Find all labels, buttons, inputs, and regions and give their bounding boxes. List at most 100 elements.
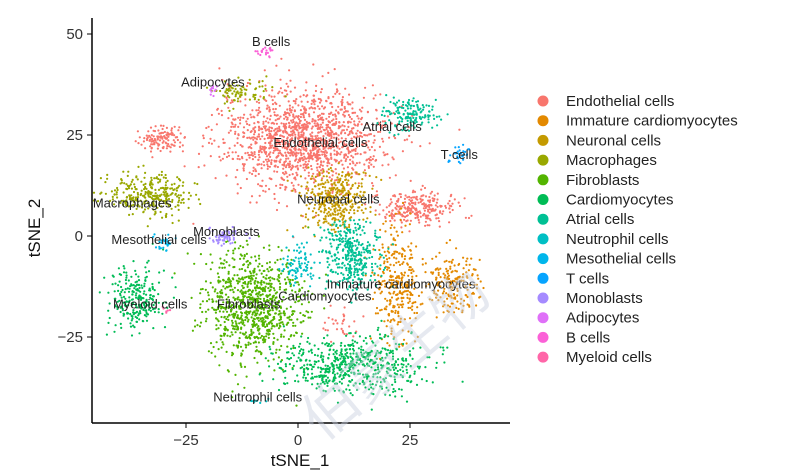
point	[129, 325, 133, 328]
point	[337, 173, 340, 176]
point	[267, 121, 270, 124]
point	[325, 220, 328, 223]
point	[411, 256, 414, 259]
point	[261, 80, 264, 83]
point	[389, 302, 392, 305]
point	[210, 142, 213, 145]
point	[294, 190, 297, 193]
point	[442, 305, 445, 308]
point	[443, 303, 446, 306]
point	[306, 373, 309, 376]
point	[219, 159, 222, 162]
point	[295, 151, 298, 154]
point	[182, 181, 185, 184]
point	[277, 327, 281, 330]
point	[330, 157, 333, 160]
point	[434, 268, 437, 271]
point	[124, 288, 127, 291]
point	[367, 157, 371, 160]
point	[447, 281, 450, 284]
point	[119, 201, 122, 204]
point	[334, 144, 337, 147]
point	[217, 279, 220, 282]
point	[207, 141, 211, 144]
point	[161, 141, 164, 144]
point	[385, 213, 388, 216]
point	[316, 158, 320, 161]
point	[251, 313, 254, 316]
point	[381, 137, 384, 140]
point	[308, 107, 311, 110]
point	[330, 137, 333, 140]
point	[217, 145, 220, 148]
point	[279, 87, 282, 90]
point	[283, 164, 286, 167]
point	[281, 135, 284, 138]
point	[126, 188, 129, 191]
point	[273, 197, 276, 200]
point	[428, 110, 431, 113]
point	[386, 268, 389, 271]
point	[394, 243, 397, 247]
point	[328, 192, 331, 195]
point	[142, 292, 145, 295]
point	[339, 224, 342, 227]
point	[258, 290, 261, 294]
point	[421, 302, 424, 305]
point	[324, 143, 328, 146]
point	[239, 244, 242, 248]
point	[311, 118, 314, 121]
point	[345, 192, 349, 195]
point	[131, 213, 134, 216]
point	[134, 269, 137, 272]
point	[289, 138, 292, 141]
point	[164, 181, 168, 184]
point	[321, 126, 324, 129]
point	[289, 133, 292, 136]
point	[252, 341, 255, 344]
point	[250, 116, 253, 119]
point	[331, 212, 334, 215]
point	[266, 160, 269, 163]
point	[299, 141, 302, 144]
point	[114, 324, 117, 327]
point	[294, 165, 297, 168]
point	[113, 290, 116, 293]
point	[290, 181, 293, 184]
point	[254, 259, 258, 262]
point	[374, 312, 377, 315]
point	[214, 311, 217, 314]
point	[211, 261, 214, 264]
point	[283, 161, 286, 164]
point	[251, 172, 254, 176]
point	[334, 188, 337, 191]
point	[321, 358, 324, 361]
point	[271, 352, 274, 355]
point	[458, 275, 461, 278]
point	[262, 281, 265, 284]
point	[415, 100, 418, 103]
point	[317, 347, 320, 351]
point	[149, 217, 152, 220]
point	[319, 123, 323, 126]
point	[301, 332, 304, 335]
point	[409, 269, 413, 272]
point	[421, 198, 424, 201]
point	[463, 197, 466, 200]
point	[299, 143, 302, 146]
point	[282, 130, 285, 133]
point	[313, 344, 316, 347]
point	[233, 258, 236, 261]
point	[454, 296, 457, 299]
point	[227, 131, 230, 134]
point	[397, 312, 400, 315]
point	[117, 289, 120, 292]
point	[161, 127, 164, 131]
point	[199, 292, 202, 295]
point	[378, 257, 381, 260]
point	[352, 335, 355, 338]
point	[300, 154, 303, 157]
point	[289, 109, 292, 112]
point	[327, 181, 330, 184]
point	[418, 210, 421, 213]
